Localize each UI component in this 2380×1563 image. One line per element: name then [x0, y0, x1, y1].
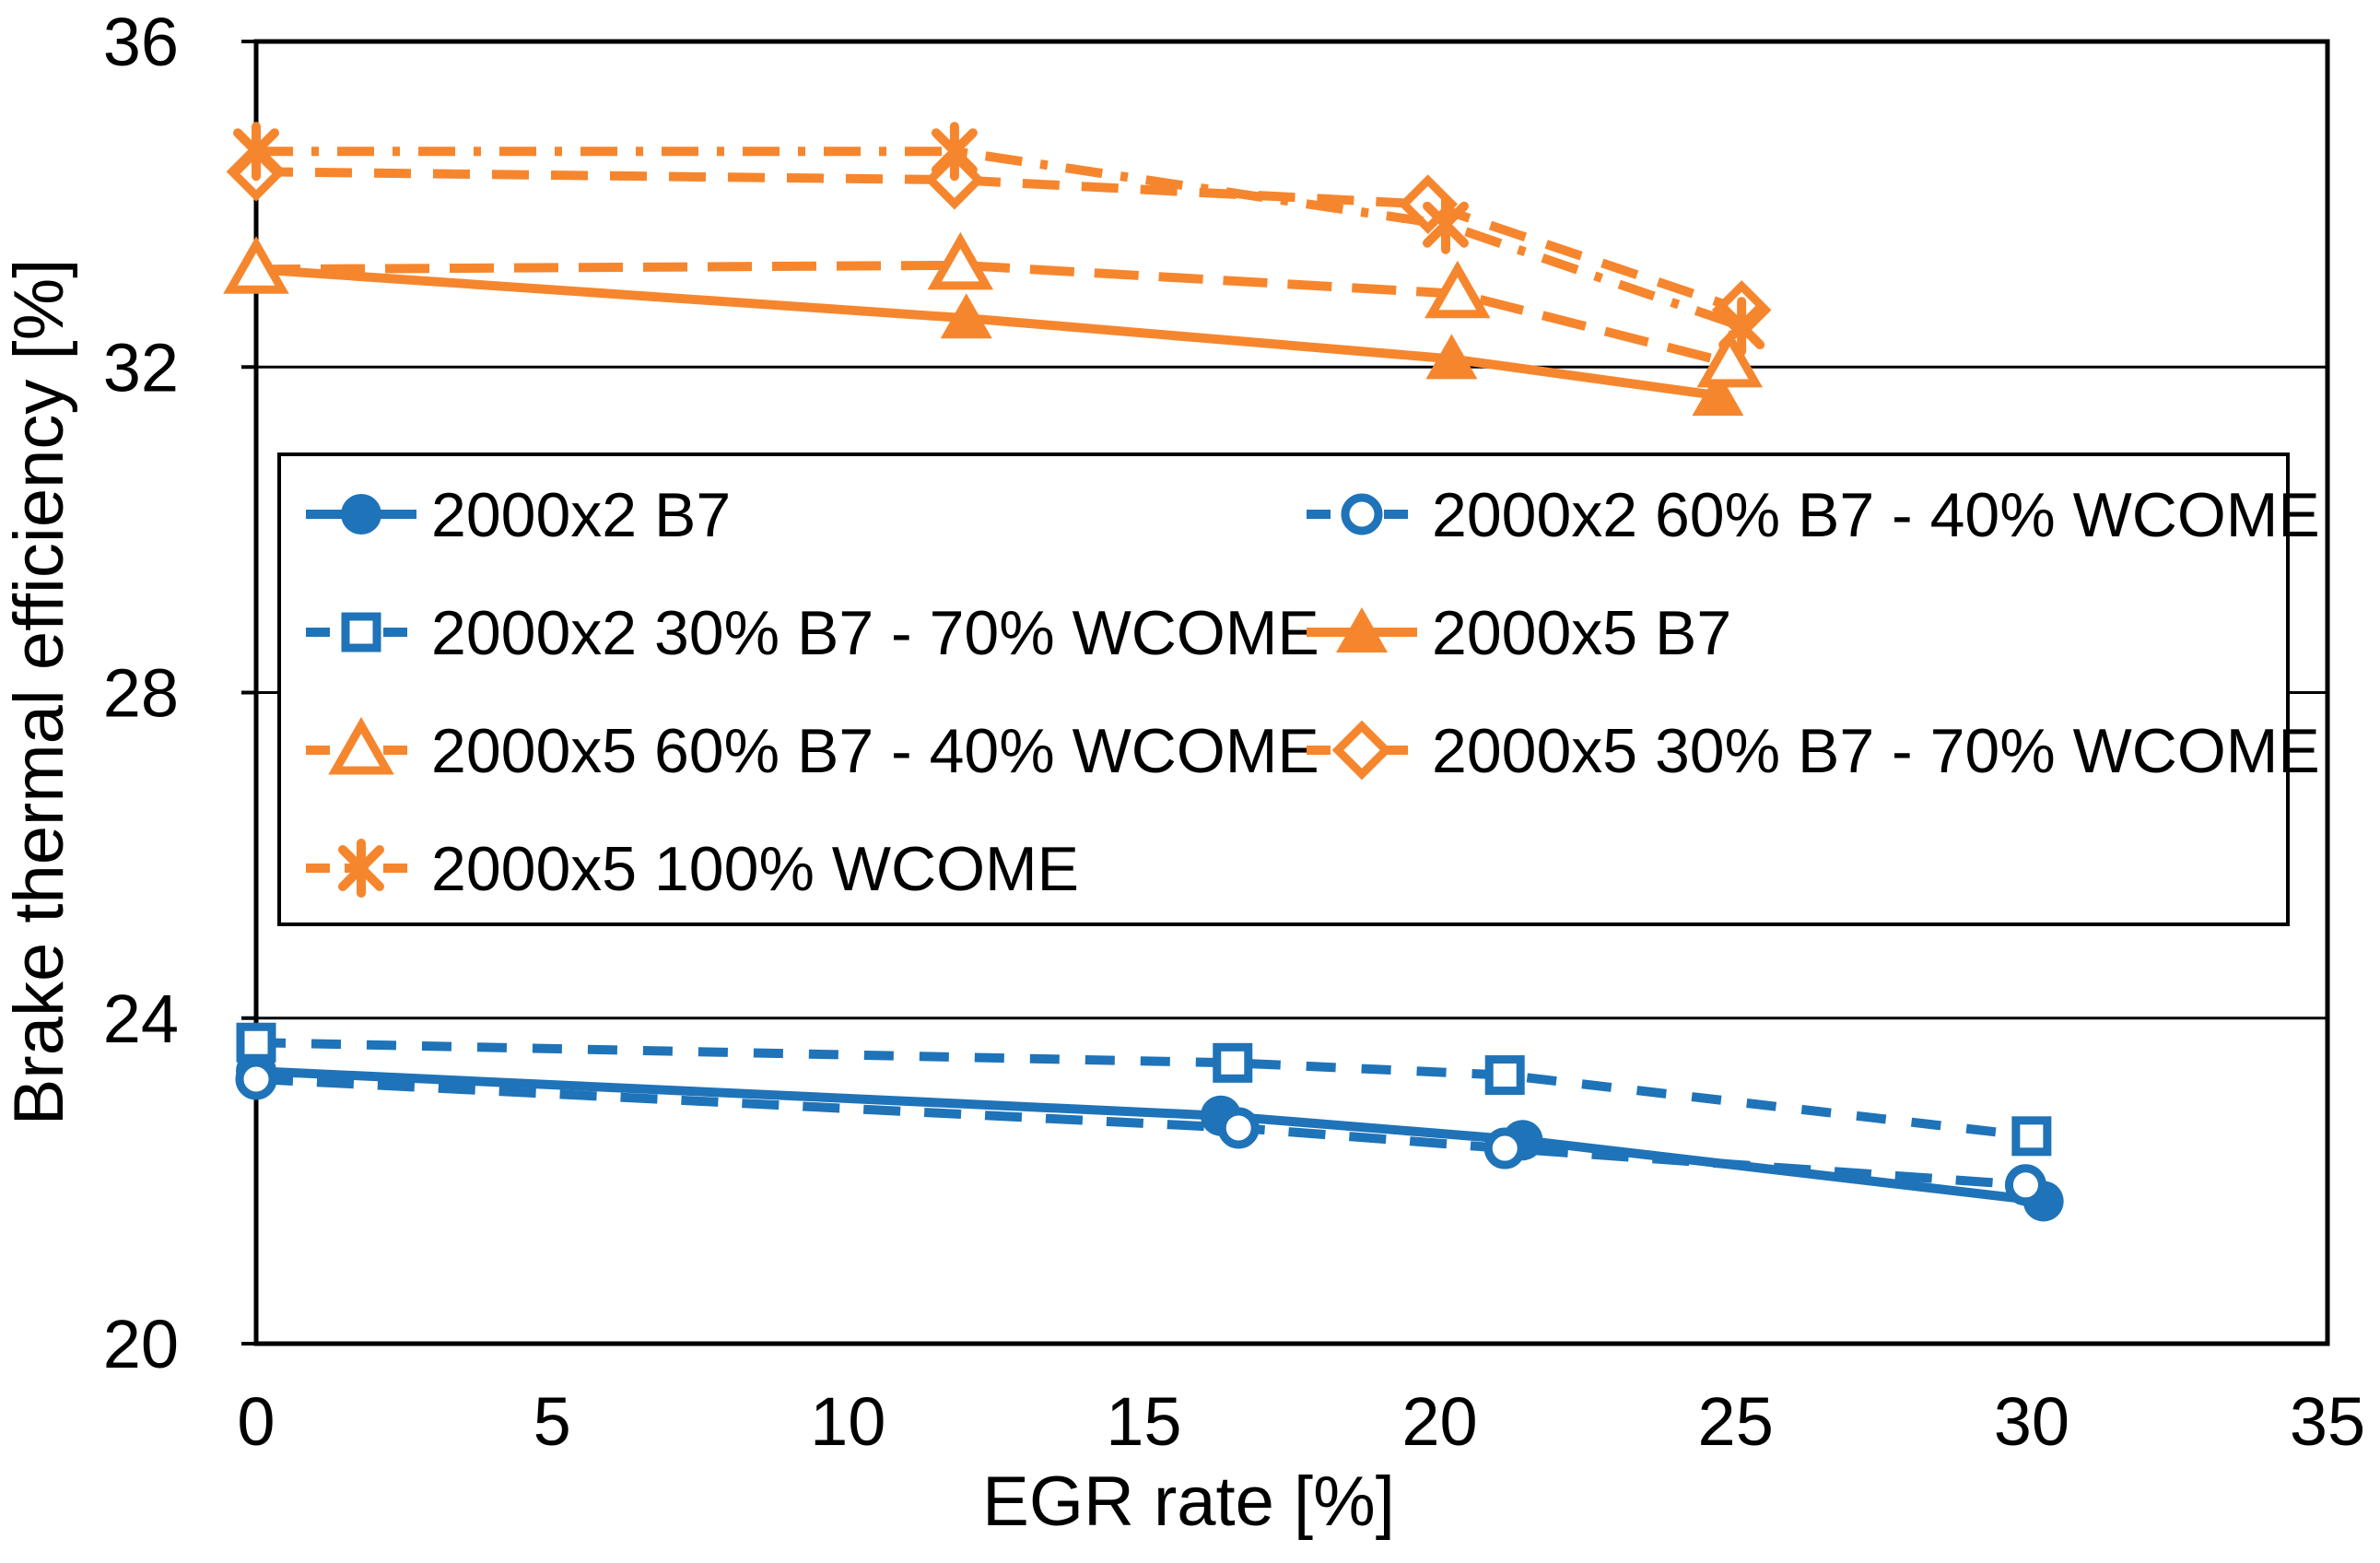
x-tick-label: 20 — [1401, 1383, 1477, 1460]
legend-entry: 2000x5 100% WCOME — [306, 834, 1079, 904]
open-triangle-marker — [927, 231, 994, 290]
x-tick-label: 25 — [1698, 1383, 1774, 1460]
series-line — [255, 1038, 2033, 1141]
series-6 — [226, 141, 1772, 340]
legend-label: 2000x5 100% WCOME — [431, 834, 1079, 904]
filled-triangle-marker — [1425, 334, 1478, 380]
open-square-marker — [2011, 1116, 2052, 1157]
filled-circle-marker — [341, 494, 381, 535]
open-square-marker — [341, 612, 381, 652]
series-5 — [223, 231, 1764, 388]
asterisk-marker — [233, 122, 279, 182]
x-tick-label: 35 — [2290, 1383, 2365, 1460]
asterisk-marker — [1718, 297, 1765, 357]
open-diamond-marker — [1331, 720, 1392, 781]
asterisk-marker — [338, 839, 384, 898]
y-tick-label: 36 — [103, 4, 179, 80]
legend-entry: 2000x2 B7 — [306, 480, 731, 550]
x-tick-label: 30 — [1994, 1383, 2069, 1460]
legend-entry: 2000x2 60% B7 - 40% WCOME — [1307, 480, 2320, 550]
open-circle-marker — [2004, 1164, 2046, 1206]
series-line — [255, 1074, 2026, 1190]
series-1 — [236, 1051, 2064, 1222]
legend: 2000x2 B7 2000x2 60% B7 - 40% WCOME 2000x2… — [277, 452, 2320, 926]
legend-box — [277, 452, 2290, 926]
x-tick-label: 10 — [810, 1383, 885, 1460]
y-tick-label: 20 — [103, 1306, 179, 1382]
legend-entry: 2000x5 B7 — [1307, 598, 1731, 668]
series-line — [255, 264, 1719, 401]
open-triangle-marker — [1424, 260, 1491, 319]
open-circle-marker — [1217, 1107, 1260, 1149]
open-triangle-marker — [1696, 329, 1764, 388]
y-tick-label: 28 — [103, 655, 179, 732]
legend-label: 2000x5 60% B7 - 40% WCOME — [431, 716, 1319, 786]
y-tick-label: 32 — [103, 329, 179, 405]
filled-triangle-marker — [1336, 607, 1388, 652]
x-axis-title: EGR rate [%] — [982, 1463, 1395, 1541]
asterisk-marker — [931, 122, 978, 182]
open-square-marker — [236, 1022, 276, 1063]
open-circle-marker — [235, 1058, 277, 1100]
legend-label: 2000x5 B7 — [1432, 598, 1731, 668]
open-triangle-marker — [223, 236, 289, 294]
legend-label: 2000x2 B7 — [431, 480, 731, 550]
series-7 — [233, 122, 1765, 357]
legend-entry: 2000x2 30% B7 - 70% WCOME — [306, 598, 1319, 668]
legend-label: 2000x2 30% B7 - 70% WCOME — [431, 598, 1319, 668]
x-tick-label: 5 — [533, 1383, 571, 1460]
open-square-marker — [1213, 1042, 1253, 1083]
filled-triangle-marker — [940, 293, 992, 339]
x-tick-label: 15 — [1106, 1383, 1181, 1460]
series-line — [255, 260, 1731, 368]
legend-label: 2000x5 30% B7 - 70% WCOME — [1432, 716, 2320, 786]
series-line — [256, 147, 1743, 331]
asterisk-marker — [1422, 194, 1469, 254]
open-square-marker — [1484, 1055, 1525, 1096]
legend-entry: 2000x5 30% B7 - 70% WCOME — [1307, 716, 2320, 786]
open-circle-marker — [1483, 1127, 1526, 1169]
open-triangle-marker — [328, 716, 394, 775]
legend-label: 2000x2 60% B7 - 40% WCOME — [1432, 480, 2320, 550]
legend-entry: 2000x5 60% B7 - 40% WCOME — [306, 716, 1319, 786]
x-tick-label: 0 — [237, 1383, 275, 1460]
y-axis-title: Brake thermal efficiency [%] — [0, 259, 78, 1126]
series-3 — [236, 1022, 2052, 1157]
filled-triangle-marker — [1692, 370, 1744, 417]
series-2 — [235, 1058, 2046, 1206]
y-tick-label: 24 — [103, 981, 179, 1057]
open-circle-marker — [1341, 493, 1383, 535]
